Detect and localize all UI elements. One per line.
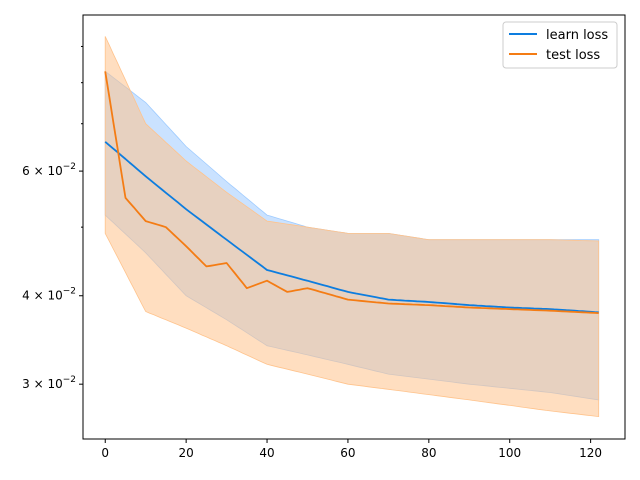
x-tick-label: 40 xyxy=(259,446,274,460)
y-tick-label: 3 × 10−2 xyxy=(22,375,76,391)
series-line-1 xyxy=(104,71,599,314)
x-tick-label: 80 xyxy=(421,446,436,460)
x-tick-label: 120 xyxy=(579,446,602,460)
series-lines xyxy=(104,71,599,314)
y-tick-label: 4 × 10−2 xyxy=(22,287,76,303)
x-axis: 0 20 40 60 80 100 120 xyxy=(101,439,602,460)
legend-label: learn loss xyxy=(546,28,608,43)
y-axis: 3 × 10−2 4 × 10−2 6 × 10−2 xyxy=(22,45,83,391)
legend: learn loss test loss xyxy=(502,21,618,69)
x-tick-label: 0 xyxy=(101,446,109,460)
y-tick-label: 6 × 10−2 xyxy=(22,162,76,178)
band-1 xyxy=(104,36,600,418)
confidence-bands xyxy=(104,36,600,418)
x-tick-label: 100 xyxy=(498,446,521,460)
legend-label: test loss xyxy=(546,48,600,63)
x-tick-label: 20 xyxy=(179,446,194,460)
series-line-0 xyxy=(104,141,599,314)
x-tick-label: 60 xyxy=(340,446,355,460)
